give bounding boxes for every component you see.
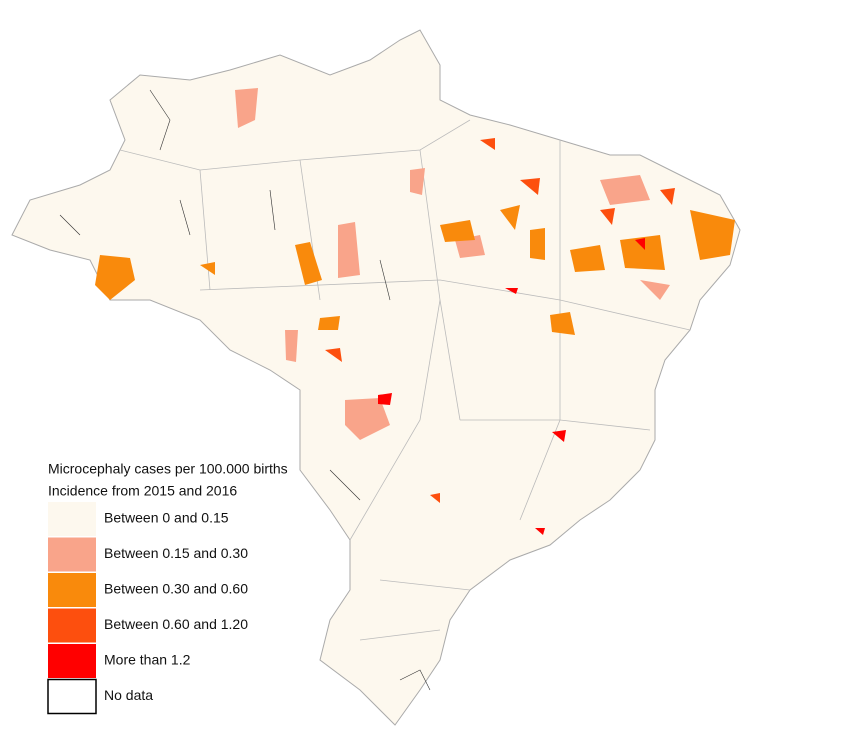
rivers [59,89,431,691]
legend-swatch [47,678,97,715]
brazil-map [11,29,741,726]
legend-swatch [48,608,96,643]
country-outline [11,29,741,726]
legend-label: Between 0.60 and 1.20 [104,616,248,632]
legend-title: Microcephaly cases per 100.000 births [48,461,288,477]
legend-label: Between 0.15 and 0.30 [104,545,248,561]
legend-label: Between 0.30 and 0.60 [104,581,248,597]
legend-swatch [48,573,96,607]
regions-over-12 [378,238,645,535]
legend-title: Incidence from 2015 and 2016 [48,483,237,499]
region-borders [119,119,691,641]
legend: Microcephaly cases per 100.000 births In… [47,461,288,715]
legend-label: More than 1.2 [104,652,191,668]
legend-swatch [48,502,96,536]
regions-030-060 [95,205,735,335]
legend-swatch [48,644,96,678]
legend-swatch [48,537,96,572]
legend-label: No data [104,687,153,703]
regions-015-030 [235,88,670,440]
legend-label: Between 0 and 0.15 [104,510,229,526]
regions-060-120 [325,138,675,503]
